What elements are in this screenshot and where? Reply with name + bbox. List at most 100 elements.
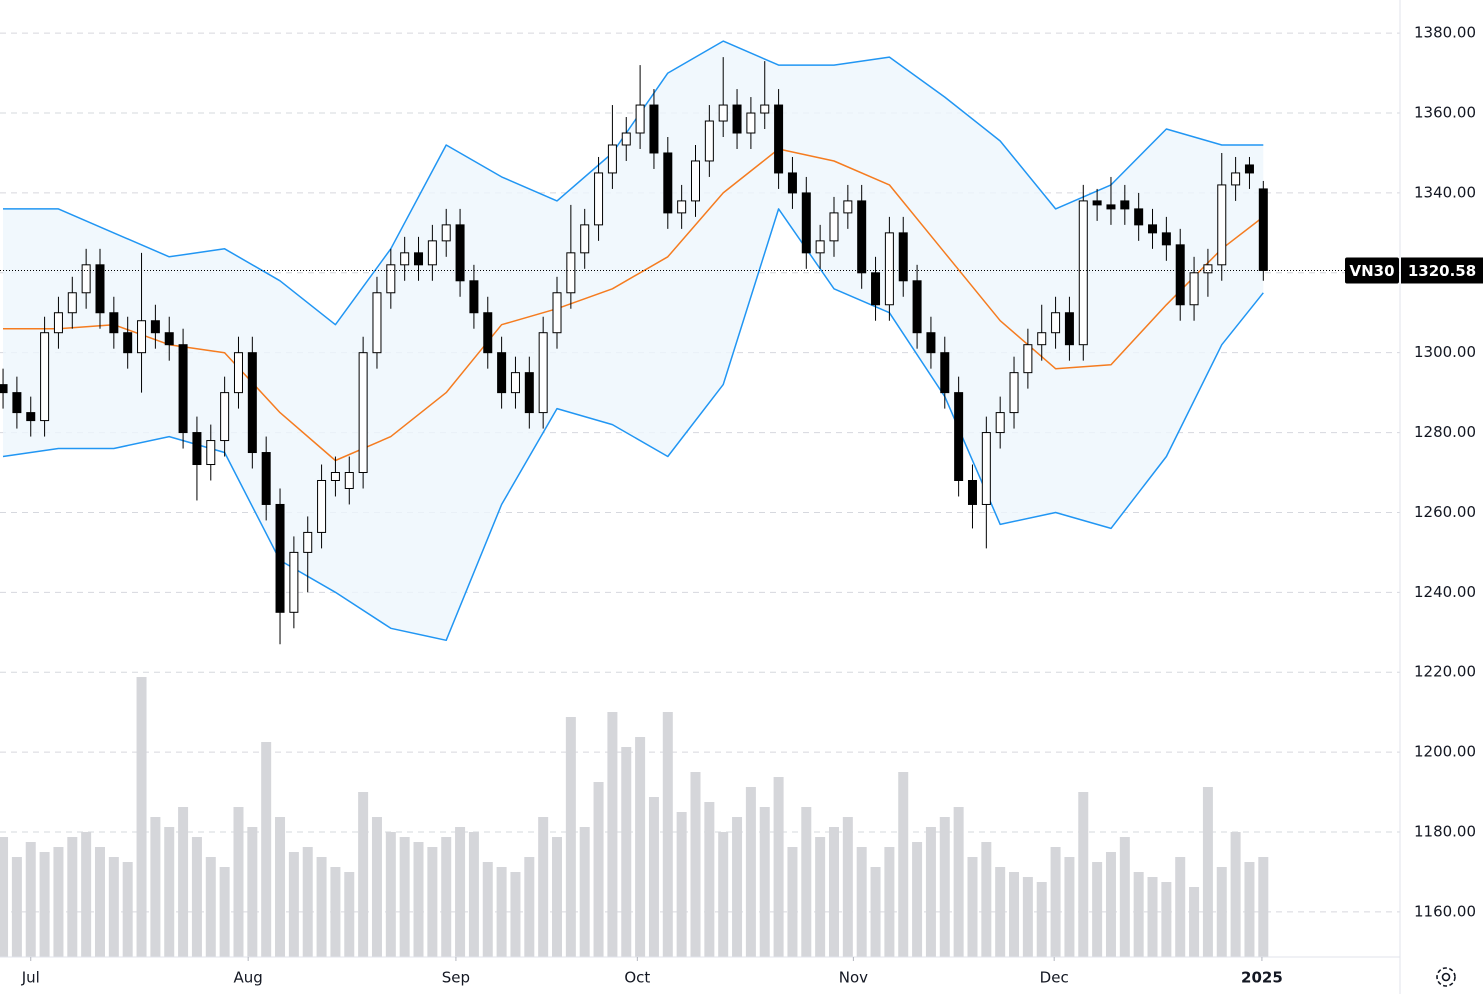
volume-bar (1147, 877, 1158, 957)
candle-body (663, 152, 673, 214)
candle-body (954, 392, 964, 481)
candle-body (829, 212, 839, 242)
candle-body (1106, 204, 1116, 210)
candle-body (857, 200, 867, 274)
volume-bar (898, 772, 909, 957)
volume-bar (925, 827, 936, 957)
volume-bar (593, 782, 604, 957)
volume-bar (676, 812, 687, 957)
candle-body (427, 240, 437, 266)
candle-body (192, 432, 202, 466)
volume-bar (787, 847, 798, 957)
candle-body (774, 104, 784, 174)
candle-body (580, 224, 590, 254)
volume-bar (205, 857, 216, 957)
candle-body (372, 292, 382, 354)
volume-bar (745, 787, 756, 957)
volume-bar (399, 837, 410, 957)
gear-outline (1436, 967, 1456, 987)
volume-bar (995, 867, 1006, 957)
candle-body (414, 252, 424, 266)
volume-bar (385, 832, 396, 957)
x-tick-label: Oct (624, 969, 650, 987)
volume-bar (0, 837, 9, 957)
volume-bar (1133, 872, 1144, 957)
candle-body (510, 372, 520, 394)
volume-bar (607, 712, 618, 957)
volume-bar (219, 867, 230, 957)
volume-bar (427, 847, 438, 957)
x-tick-label: Dec (1040, 969, 1069, 987)
candle-body (275, 503, 285, 613)
candle-body (1189, 272, 1199, 306)
candle-body (386, 264, 396, 294)
candle-body (95, 264, 105, 314)
volume-bar (316, 857, 327, 957)
volume-bar (67, 837, 78, 957)
volume-bar (510, 872, 521, 957)
volume-bar (828, 827, 839, 957)
candle-body (1217, 184, 1227, 266)
volume-bar (413, 842, 424, 957)
candle-body (594, 172, 604, 226)
volume-bar (1050, 847, 1061, 957)
volume-bar (1064, 857, 1075, 957)
volume-bar (953, 807, 964, 957)
candle-body (760, 104, 770, 114)
candle-body (649, 104, 659, 154)
volume-bar (704, 802, 715, 957)
volume-bar (579, 827, 590, 957)
candle-body (455, 224, 465, 282)
y-tick-label: 1380.00 (1414, 24, 1476, 42)
candle-body (317, 479, 327, 533)
candle-body (704, 120, 714, 162)
volume-bar (371, 817, 382, 957)
y-tick-label: 1360.00 (1414, 104, 1476, 122)
volume-bar (690, 772, 701, 957)
plot-area (0, 32, 1400, 957)
candle-body (220, 392, 230, 442)
volume-bar (552, 837, 563, 957)
candle-body (109, 312, 119, 334)
volume-bar (1202, 787, 1213, 957)
candle-body (1231, 172, 1241, 186)
candle-body (843, 200, 853, 214)
candle-body (164, 332, 174, 346)
candle-body (926, 332, 936, 354)
candle-body (538, 332, 548, 414)
candle-body (1023, 344, 1033, 374)
volume-bar (468, 832, 479, 957)
y-tick-label: 1160.00 (1414, 902, 1476, 920)
volume-bar (25, 842, 36, 957)
volume-bar (94, 847, 105, 957)
volume-bar (108, 857, 119, 957)
candle-body (1120, 200, 1130, 210)
candle-body (1134, 208, 1144, 226)
candle-body (912, 280, 922, 334)
candle-body (718, 104, 728, 122)
candle-body (441, 224, 451, 242)
volume-bar (870, 867, 881, 957)
volume-bar (53, 847, 64, 957)
volume-bar (441, 837, 452, 957)
volume-bar (981, 842, 992, 957)
candle-body (247, 352, 257, 454)
candle-body (815, 240, 825, 254)
volume-bar (621, 747, 632, 957)
volume-bar (1175, 857, 1186, 957)
y-tick-label: 1260.00 (1414, 503, 1476, 521)
settings-icon[interactable] (1436, 967, 1456, 987)
candle-body (1092, 200, 1102, 206)
candle-body (469, 280, 479, 314)
symbol-label: VN30 (1349, 262, 1394, 280)
symbol-tag (1345, 257, 1399, 284)
candle-body (1203, 264, 1213, 274)
x-tick-label: Jul (21, 969, 40, 987)
candle-body (635, 104, 645, 134)
y-tick-label: 1300.00 (1414, 343, 1476, 361)
volume-bar (1078, 792, 1089, 957)
candle-body (137, 320, 147, 354)
candle-body (732, 104, 742, 134)
volume-bar (136, 677, 147, 957)
volume-bar (1036, 882, 1047, 957)
